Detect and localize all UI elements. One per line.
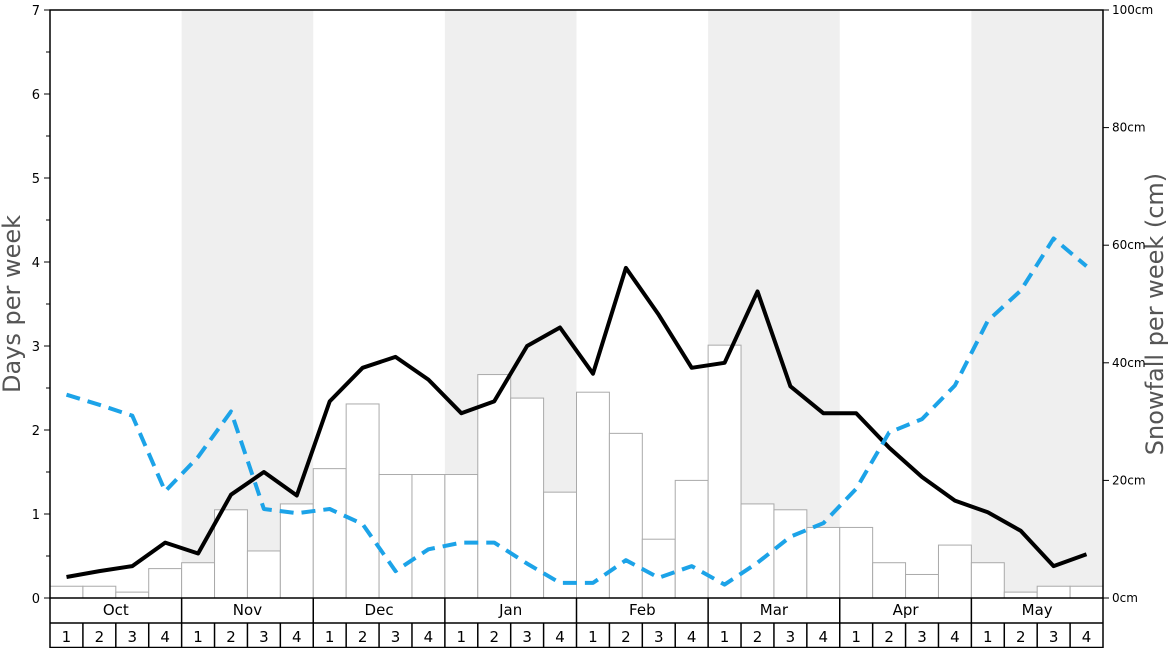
month-label-apr: Apr <box>893 601 920 619</box>
month-label-mar: Mar <box>760 601 789 619</box>
week-label: 3 <box>522 628 532 646</box>
snowfall-bar <box>279 503 314 599</box>
snowfall-bar <box>872 562 907 599</box>
snowfall-bar <box>839 526 874 599</box>
snowfall-bar <box>214 509 248 599</box>
snowfall-bar <box>576 391 610 599</box>
axes: 0 1 2 3 4 5 6 7 0cm 20cm 40cm 60cm 80cm 100cm <box>32 3 1153 607</box>
week-label: 4 <box>555 628 565 646</box>
snowfall-bar <box>641 538 676 599</box>
snowfall-bar <box>773 509 808 599</box>
left-tick-label: 2 <box>32 424 40 439</box>
left-tick-label: 6 <box>32 88 40 103</box>
week-label: 1 <box>325 628 335 646</box>
week-label: 4 <box>424 628 434 646</box>
month-week-labels: Oct 1 2 3 4 Nov 1 2 3 4 Dec 1 2 3 4 Jan 1 2 3 4 Feb 1 2 3 4 Mar 1 2… <box>49 598 1104 648</box>
week-label: 4 <box>950 628 960 646</box>
snowfall-bar <box>181 562 216 599</box>
solid-line-series <box>66 265 1088 579</box>
week-label: 1 <box>193 628 203 646</box>
week-label: 4 <box>292 628 302 646</box>
right-tick-label: 100cm <box>1112 3 1153 17</box>
left-tick-label: 4 <box>32 256 40 271</box>
week-label: 2 <box>1016 628 1026 646</box>
month-label-dec: Dec <box>365 601 394 619</box>
snowfall-bar <box>707 344 742 599</box>
snowfall-bars <box>49 344 1104 599</box>
week-label: 2 <box>621 628 631 646</box>
week-label: 2 <box>226 628 236 646</box>
month-band-may <box>971 10 1103 598</box>
week-label: 4 <box>819 628 829 646</box>
snowfall-bar <box>674 479 709 599</box>
week-label: 2 <box>358 628 368 646</box>
right-tick-label: 60cm <box>1112 238 1146 252</box>
snowfall-bar <box>740 503 775 599</box>
month-label-oct: Oct <box>103 601 129 619</box>
snowfall-bar <box>345 403 380 599</box>
snowfall-bar <box>905 573 939 599</box>
snowfall-bar <box>148 568 183 599</box>
week-label: 2 <box>753 628 763 646</box>
day-lines <box>65 236 1088 587</box>
week-label: 1 <box>720 628 730 646</box>
week-label: 3 <box>917 628 927 646</box>
snowfall-bar <box>1069 585 1104 599</box>
snowfall-bar <box>608 432 643 599</box>
snowfall-bar <box>444 474 479 599</box>
week-label: 1 <box>457 628 467 646</box>
right-tick-label: 20cm <box>1112 473 1146 487</box>
month-band-nov <box>181 10 314 598</box>
week-label: 3 <box>1049 628 1059 646</box>
snowfall-bar <box>970 562 1005 599</box>
week-label: 3 <box>391 628 401 646</box>
dashed-line-series <box>65 236 1088 587</box>
snowfall-bar <box>115 591 150 599</box>
left-tick-label: 3 <box>32 340 40 355</box>
snowfall-bar <box>477 374 512 599</box>
week-label: 4 <box>160 628 170 646</box>
snowfall-bar <box>937 544 972 599</box>
snowfall-bar <box>378 474 413 599</box>
snowfall-bar <box>510 397 545 599</box>
left-tick-label: 7 <box>32 4 40 19</box>
right-tick-label: 80cm <box>1112 121 1146 135</box>
snowfall-bar <box>82 585 117 599</box>
month-bands <box>181 10 1103 598</box>
week-label: 3 <box>259 628 269 646</box>
snowfall-bar <box>1036 585 1071 599</box>
week-label: 3 <box>127 628 137 646</box>
month-label-nov: Nov <box>233 601 262 619</box>
week-label: 3 <box>786 628 796 646</box>
left-tick-label: 0 <box>32 592 40 607</box>
week-label: 1 <box>851 628 861 646</box>
snowfall-bar <box>312 468 347 599</box>
week-label: 2 <box>95 628 105 646</box>
right-tick-label: 40cm <box>1112 356 1146 370</box>
month-label-feb: Feb <box>629 601 656 619</box>
snowfall-bar <box>246 550 281 599</box>
month-label-may: May <box>1022 601 1053 619</box>
right-tick-label: 0cm <box>1112 591 1138 605</box>
week-label: 2 <box>489 628 499 646</box>
week-label: 3 <box>654 628 664 646</box>
snowfall-bar <box>49 585 84 599</box>
month-label-jan: Jan <box>498 601 522 619</box>
week-label: 4 <box>1082 628 1092 646</box>
snowfall-bar <box>1003 591 1038 599</box>
week-label: 1 <box>983 628 993 646</box>
week-label: 1 <box>62 628 72 646</box>
right-axis-title: Snowfall per week (cm) <box>1141 173 1168 455</box>
left-tick-label: 5 <box>32 172 40 187</box>
week-label: 4 <box>687 628 697 646</box>
snowfall-bar <box>411 474 446 599</box>
snowfall-bar <box>806 526 841 599</box>
left-axis-title: Days per week <box>0 215 26 393</box>
week-label: 1 <box>588 628 598 646</box>
left-tick-label: 1 <box>32 508 40 523</box>
week-label: 2 <box>884 628 894 646</box>
